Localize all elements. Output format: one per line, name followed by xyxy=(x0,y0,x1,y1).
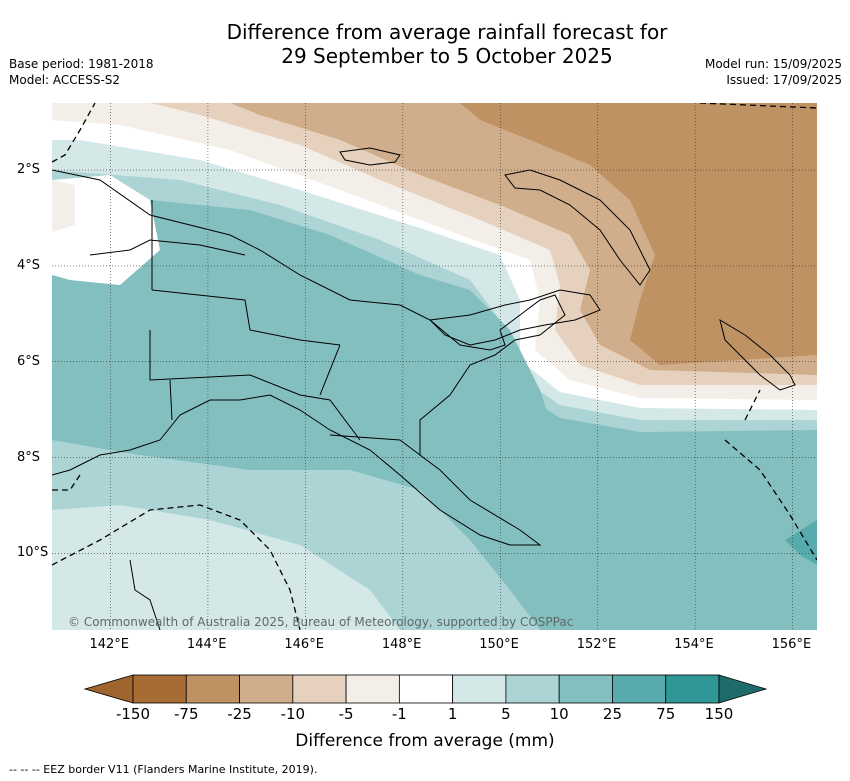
colorbar-tick-label: 25 xyxy=(602,705,622,723)
title-line-2: 29 September to 5 October 2025 xyxy=(281,44,613,68)
anomaly-patch-dry-west xyxy=(52,180,75,232)
colorbar-segment xyxy=(185,674,240,704)
meta-left: Base period: 1981-2018 Model: ACCESS-S2 xyxy=(9,56,154,88)
eez-border-south xyxy=(52,504,301,630)
colorbar-tick-label: 1 xyxy=(447,705,458,723)
provincial-boundaries xyxy=(89,200,421,456)
colorbar-tick-label: -75 xyxy=(174,705,199,723)
longitude-label: 156°E xyxy=(771,637,812,652)
longitude-label: 144°E xyxy=(186,637,227,652)
manus-coastline xyxy=(339,147,401,166)
colorbar xyxy=(83,674,768,704)
colorbar-tick-label: -1 xyxy=(391,705,407,723)
new-ireland-coastline xyxy=(504,169,651,286)
colorbar-ticks: -150 -75 -25 -10 -5 -1 1 5 10 25 75 150 xyxy=(0,705,850,727)
colorbar-segment xyxy=(132,674,187,704)
longitude-label: 152°E xyxy=(576,637,617,652)
eez-border-torres xyxy=(52,474,81,491)
issued-date: Issued: 17/09/2025 xyxy=(726,73,842,87)
latitude-label: 6°S xyxy=(17,353,41,369)
new-guinea-coastline xyxy=(52,169,566,546)
anomaly-patch-25-75 xyxy=(785,520,817,565)
colorbar-label: Difference from average (mm) xyxy=(295,731,555,751)
base-period: Base period: 1981-2018 xyxy=(9,57,154,71)
latitude-label: 8°S xyxy=(17,449,41,465)
colorbar-segment xyxy=(239,674,294,704)
colorbar-extend-high xyxy=(718,674,768,704)
model-name: Model: ACCESS-S2 xyxy=(9,73,121,87)
longitude-label: 148°E xyxy=(381,637,422,652)
colorbar-tick-label: -150 xyxy=(115,705,151,723)
colorbar-tick-label: 5 xyxy=(501,705,511,723)
colorbar-tick-label: -10 xyxy=(280,705,306,723)
colorbar-tick-label: 10 xyxy=(549,705,569,723)
anomaly-band-10-25-west xyxy=(52,290,400,465)
copyright-text: © Commonwealth of Australia 2025, Bureau… xyxy=(68,615,573,629)
anomaly-band-dry-25-75 xyxy=(460,103,817,365)
eez-border-east xyxy=(724,389,817,561)
colorbar-segment xyxy=(612,674,667,704)
colorbar-tick-label: -25 xyxy=(227,705,252,723)
gridlines xyxy=(52,103,817,630)
colorbar-extend-low xyxy=(83,674,134,704)
longitude-label: 142°E xyxy=(89,637,129,652)
anomaly-band-1-5-south xyxy=(52,505,400,630)
bougainville-coastline xyxy=(719,318,796,391)
colorbar-segment xyxy=(558,674,613,704)
eez-legend-text: -- -- -- EEZ border V11 (Flanders Marine… xyxy=(9,763,318,776)
latitude-label: 4°S xyxy=(17,257,41,273)
colorbar-tick-label: 150 xyxy=(704,705,734,723)
latitude-label: 2°S xyxy=(17,162,41,178)
colorbar-segment xyxy=(665,674,720,704)
cape-york-coastline xyxy=(129,559,161,630)
colorbar-tick-label: 75 xyxy=(656,705,676,723)
anomaly-band-10-25-central xyxy=(345,275,560,470)
colorbar-segment xyxy=(452,674,507,704)
colorbar-tick-label: -5 xyxy=(338,705,354,723)
longitude-label: 150°E xyxy=(479,637,519,652)
map-fill-layer xyxy=(52,103,817,630)
colorbar-segment xyxy=(292,674,347,704)
map-title: Difference from average rainfall forecas… xyxy=(0,20,850,68)
model-run: Model run: 15/09/2025 xyxy=(704,57,842,71)
new-britain-coastline xyxy=(428,289,601,346)
meta-right: Model run: 15/09/2025 Issued: 17/09/2025 xyxy=(705,56,842,88)
latitude-label: 10°S xyxy=(17,545,49,561)
longitude-label: 146°E xyxy=(284,637,324,652)
longitude-label: 154°E xyxy=(674,637,714,652)
colorbar-segment xyxy=(505,674,560,704)
colorbar-segment xyxy=(345,674,400,704)
colorbar-segment xyxy=(398,674,454,704)
title-line-1: Difference from average rainfall forecas… xyxy=(226,20,668,44)
